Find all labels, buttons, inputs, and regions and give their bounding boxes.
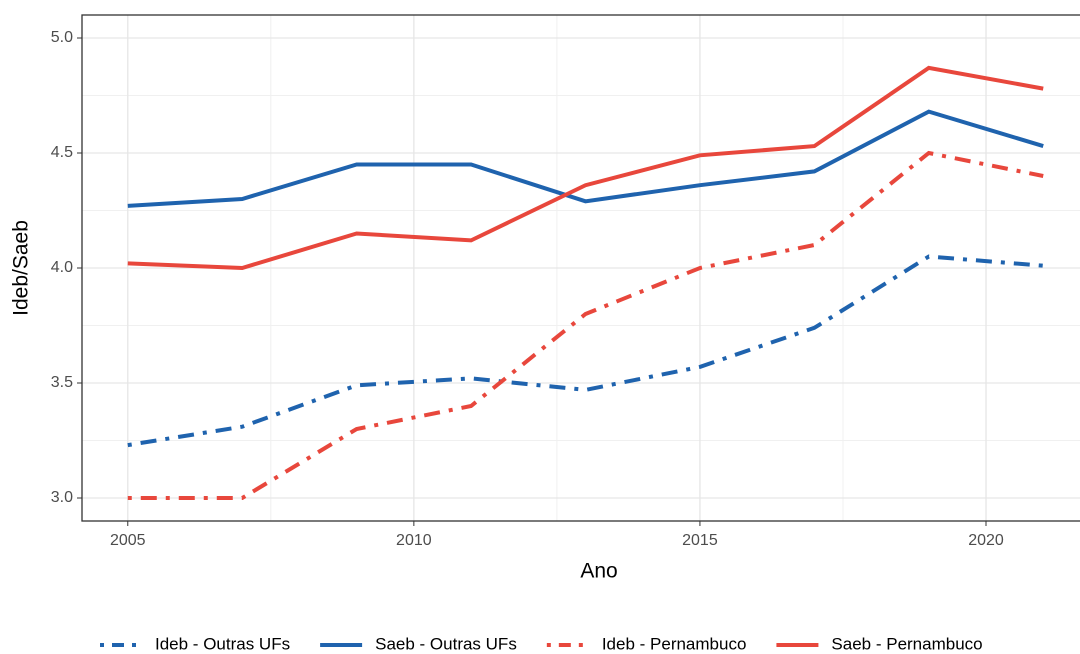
x-tick-label: 2010: [396, 532, 432, 549]
series-line: [127, 109, 1044, 208]
y-tick-label: 4.0: [51, 259, 73, 276]
plot-border: [81, 14, 1080, 522]
series-line: [127, 254, 1044, 448]
legend-label: Ideb - Pernambuco: [602, 634, 747, 653]
y-tick-label: 5.0: [51, 29, 73, 46]
series-line: [127, 65, 1044, 271]
x-axis-title: Ano: [580, 560, 617, 583]
x-tick-label: 2015: [682, 532, 718, 549]
y-tick-label: 4.5: [51, 144, 73, 161]
y-tick-label: 3.5: [51, 374, 73, 391]
legend-label: Saeb - Outras UFs: [375, 634, 517, 653]
x-tick-label: 2005: [110, 532, 146, 549]
legend-label: Saeb - Pernambuco: [831, 634, 982, 653]
y-axis-title: Ideb/Saeb: [10, 220, 33, 316]
legend-label: Ideb - Outras UFs: [155, 634, 290, 653]
series-line: [127, 150, 1044, 500]
x-tick-label: 2020: [968, 532, 1004, 549]
y-tick-label: 3.0: [51, 489, 73, 506]
